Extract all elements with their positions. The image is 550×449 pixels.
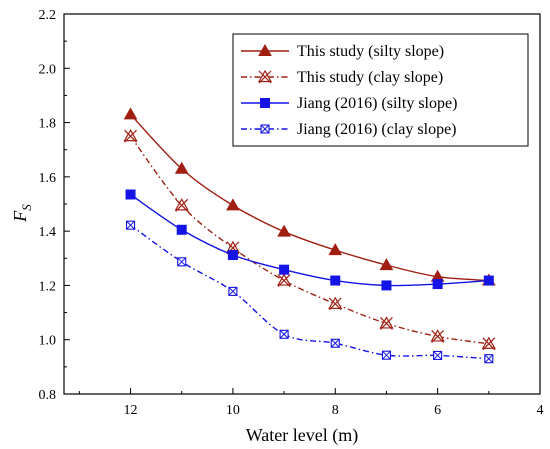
plot-series — [123, 107, 496, 364]
legend-label: Jiang (2016) (clay slope) — [297, 121, 457, 138]
legend-marker — [258, 43, 272, 56]
x-axis: 12 10 8 6 4 — [78, 388, 544, 418]
data-point — [484, 354, 494, 364]
data-point — [279, 329, 289, 339]
data-point — [430, 329, 445, 343]
data-point — [123, 107, 138, 120]
data-point — [330, 275, 341, 286]
legend-marker — [260, 98, 270, 108]
legend-label: Jiang (2016) (silty slope) — [297, 95, 457, 112]
data-point — [125, 220, 136, 230]
y-tick-label: 2.0 — [39, 62, 57, 77]
y-tick-label: 1.4 — [39, 225, 57, 240]
legend-entry: Jiang (2016) (clay slope) — [241, 121, 457, 138]
data-point — [432, 279, 443, 290]
y-tick-label: 0.8 — [39, 388, 57, 403]
y-tick-label: 1.6 — [39, 171, 57, 186]
x-axis-title: Water level (m) — [246, 425, 359, 446]
series-2 — [123, 128, 496, 351]
legend-marker — [257, 69, 273, 84]
y-tick-label: 1.0 — [39, 334, 57, 349]
x-tick-label: 8 — [332, 403, 339, 418]
data-point — [379, 316, 394, 330]
data-point — [277, 273, 292, 287]
data-point — [228, 286, 238, 296]
x-tick-label: 12 — [124, 403, 138, 418]
legend-entry: This study (silty slope) — [241, 43, 444, 60]
data-point — [481, 336, 496, 351]
data-point — [277, 224, 291, 237]
series-line — [130, 224, 489, 360]
data-point — [123, 128, 138, 143]
data-point — [177, 257, 187, 267]
data-point — [226, 198, 240, 211]
y-axis-title-main: F — [10, 210, 30, 223]
series-4 — [125, 220, 494, 364]
data-point — [381, 280, 392, 291]
x-tick-label: 4 — [537, 403, 544, 418]
y-tick-label: 1.8 — [39, 117, 57, 132]
data-point — [379, 258, 394, 271]
data-point — [328, 243, 343, 256]
data-point — [176, 224, 187, 235]
series-1 — [123, 107, 496, 286]
legend: This study (silty slope) This study (clay… — [232, 33, 529, 147]
legend-entry: Jiang (2016) (silty slope) — [241, 95, 457, 112]
data-point — [174, 161, 189, 174]
data-point — [174, 198, 189, 212]
data-point — [330, 338, 340, 348]
legend-box — [232, 33, 529, 147]
svg-text:FS: FS — [10, 204, 34, 223]
data-point — [483, 275, 494, 286]
series-3 — [125, 189, 494, 291]
data-point — [227, 250, 238, 261]
data-point — [328, 296, 343, 311]
data-point — [433, 350, 443, 361]
legend-marker — [260, 124, 270, 134]
y-axis-title-sub: S — [19, 204, 34, 211]
x-tick-label: 6 — [434, 403, 441, 418]
data-point — [125, 189, 136, 200]
x-tick-label: 10 — [226, 403, 240, 418]
legend-label: This study (silty slope) — [297, 43, 444, 60]
data-point — [279, 264, 290, 275]
y-tick-label: 1.2 — [39, 279, 57, 294]
data-point — [381, 350, 392, 360]
y-axis-title: FS — [10, 204, 34, 223]
legend-entry: This study (clay slope) — [241, 69, 443, 86]
y-axis: 0.8 1.0 1.2 1.4 1.6 1.8 2.0 2.2 — [39, 8, 70, 403]
legend-label: This study (clay slope) — [297, 69, 443, 86]
y-tick-label: 2.2 — [39, 8, 57, 23]
